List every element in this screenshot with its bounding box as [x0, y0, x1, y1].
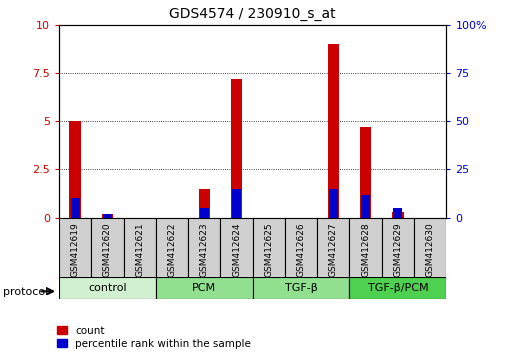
Bar	[414, 218, 446, 278]
Bar	[59, 277, 156, 299]
Bar	[156, 218, 188, 278]
Text: GSM412623: GSM412623	[200, 223, 209, 277]
Text: GSM412620: GSM412620	[103, 223, 112, 277]
Title: GDS4574 / 230910_s_at: GDS4574 / 230910_s_at	[169, 7, 336, 21]
Bar	[285, 218, 317, 278]
Text: GSM412626: GSM412626	[297, 223, 306, 277]
Bar	[252, 218, 285, 278]
Bar	[188, 218, 221, 278]
Bar	[103, 214, 112, 218]
Bar	[231, 79, 242, 218]
Bar	[317, 218, 349, 278]
Text: GSM412629: GSM412629	[393, 223, 402, 277]
Text: GSM412625: GSM412625	[264, 223, 273, 277]
Bar	[349, 218, 382, 278]
Text: GSM412624: GSM412624	[232, 223, 241, 277]
Legend: count, percentile rank within the sample: count, percentile rank within the sample	[56, 326, 251, 349]
Text: GSM412627: GSM412627	[329, 223, 338, 277]
Bar	[349, 277, 446, 299]
Bar	[329, 189, 338, 218]
Bar	[252, 277, 349, 299]
Bar	[393, 208, 402, 218]
Text: protocol: protocol	[3, 287, 48, 297]
Bar	[392, 212, 404, 218]
Text: GSM412621: GSM412621	[135, 223, 144, 277]
Bar	[232, 189, 241, 218]
Text: GSM412628: GSM412628	[361, 223, 370, 277]
Bar	[59, 218, 91, 278]
Bar	[69, 121, 81, 218]
Bar	[156, 277, 252, 299]
Bar	[199, 189, 210, 218]
Bar	[360, 127, 371, 218]
Text: GSM412622: GSM412622	[167, 223, 176, 277]
Bar	[328, 44, 339, 218]
Bar	[361, 195, 370, 218]
Text: PCM: PCM	[192, 283, 216, 293]
Bar	[91, 218, 124, 278]
Bar	[221, 218, 252, 278]
Text: TGF-β/PCM: TGF-β/PCM	[368, 283, 428, 293]
Text: GSM412630: GSM412630	[426, 223, 435, 277]
Bar	[71, 198, 80, 218]
Bar	[124, 218, 156, 278]
Bar	[200, 208, 209, 218]
Text: control: control	[88, 283, 127, 293]
Bar	[102, 214, 113, 218]
Text: GSM412619: GSM412619	[71, 223, 80, 277]
Text: TGF-β: TGF-β	[285, 283, 318, 293]
Bar	[382, 218, 414, 278]
